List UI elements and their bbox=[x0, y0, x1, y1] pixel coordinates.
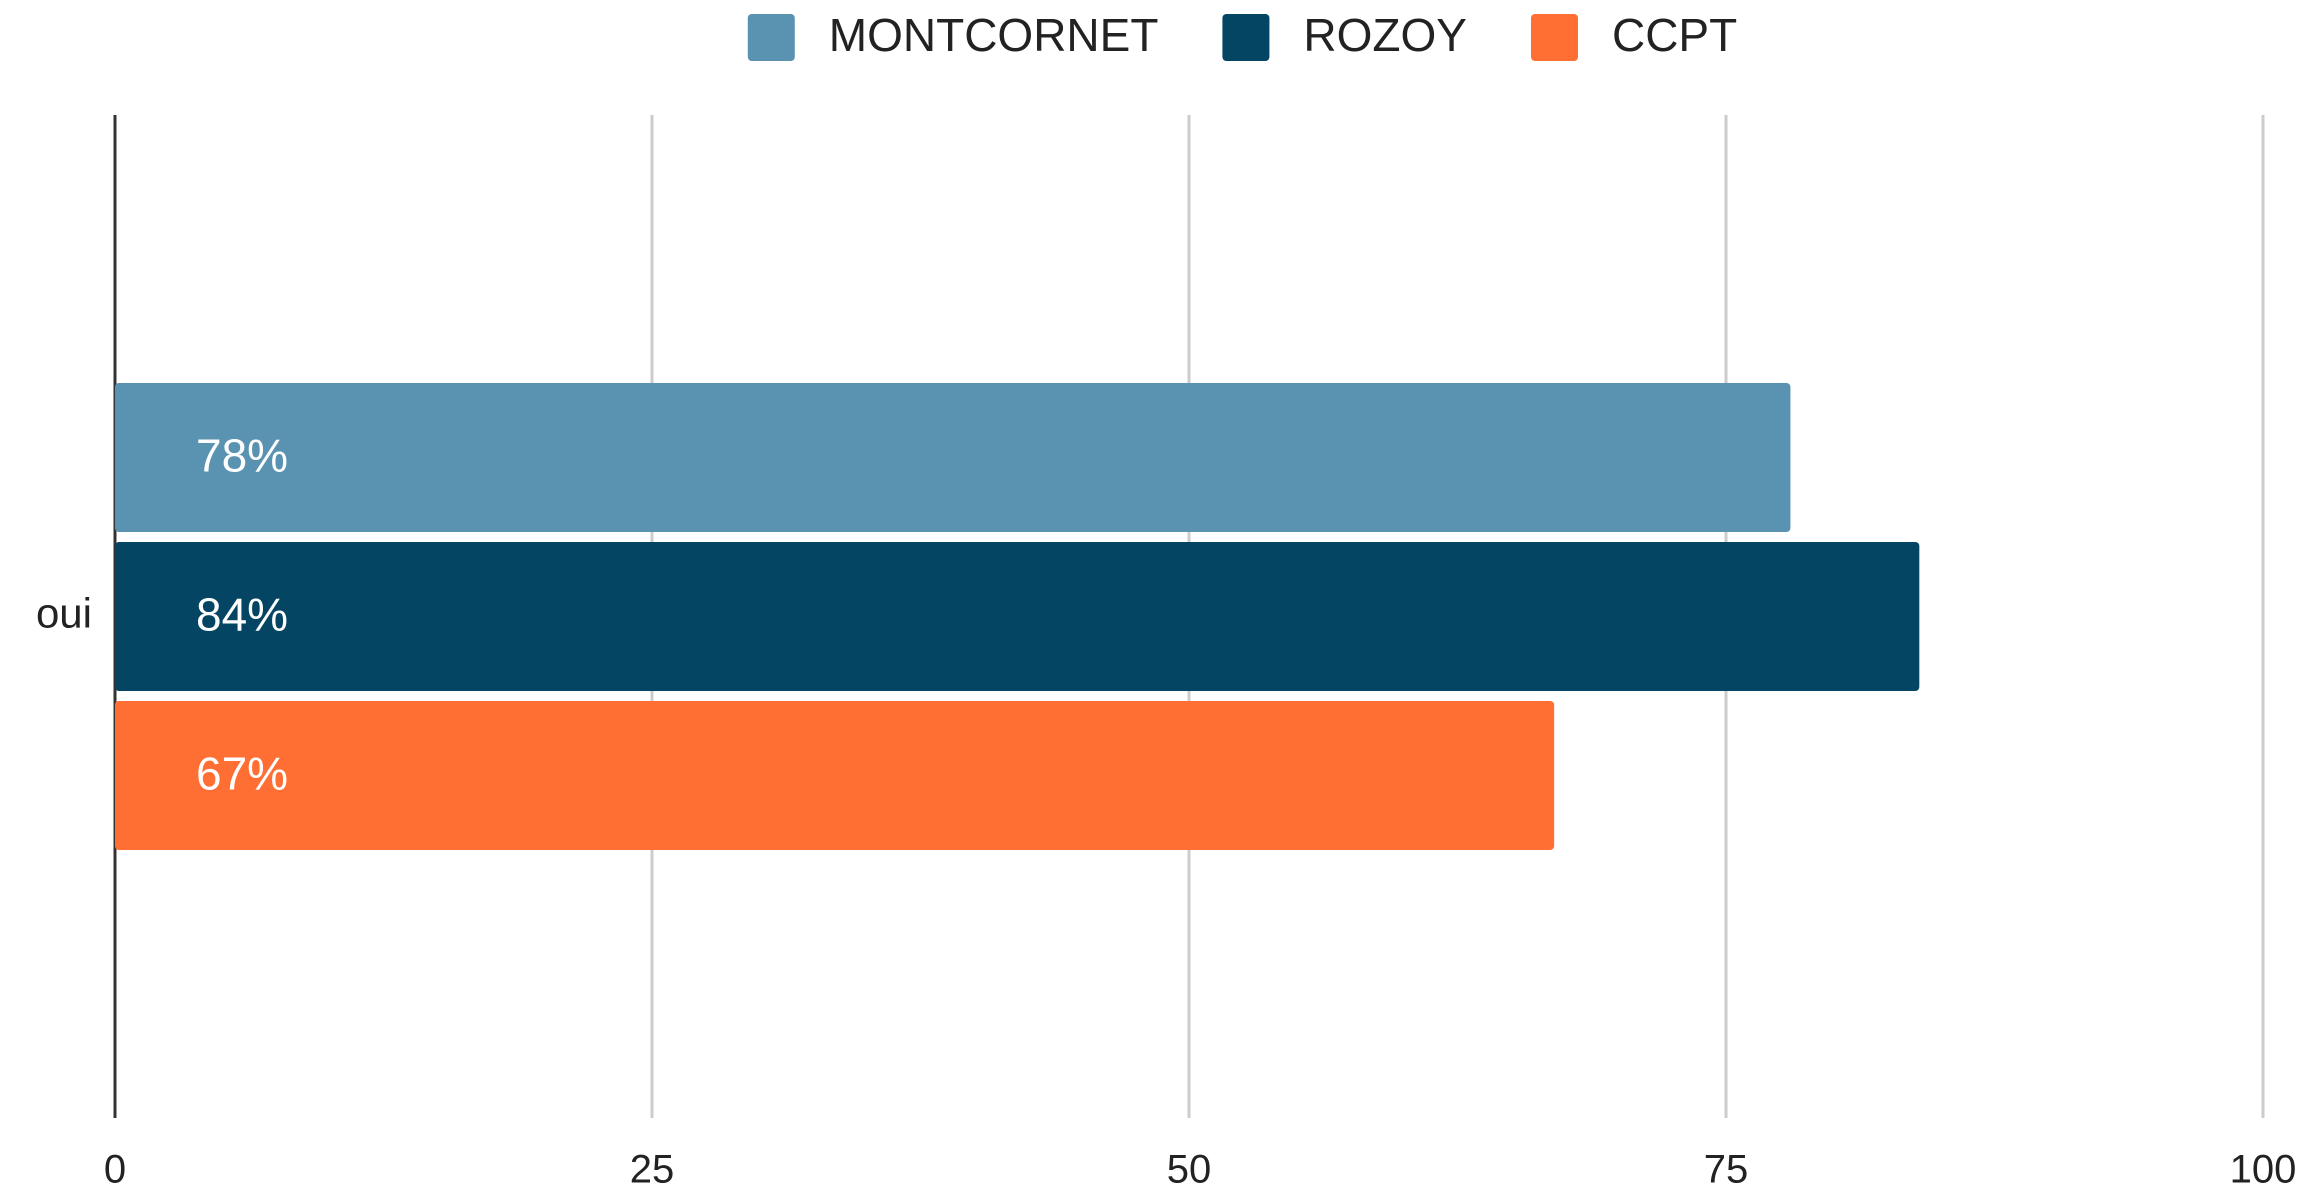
bar bbox=[115, 701, 1555, 850]
legend-label: CCPT bbox=[1612, 9, 1737, 61]
x-tick-label: 50 bbox=[1167, 1148, 1212, 1192]
x-tick-label: 100 bbox=[2230, 1148, 2297, 1192]
legend-label: MONTCORNET bbox=[829, 9, 1159, 61]
x-tick-label: 75 bbox=[1704, 1148, 1749, 1192]
legend-label: ROZOY bbox=[1303, 9, 1467, 61]
value-label: 78% bbox=[196, 430, 288, 482]
legend-swatch bbox=[747, 14, 795, 61]
bar bbox=[115, 542, 1920, 691]
value-label: 67% bbox=[196, 748, 288, 800]
y-tick-label: oui bbox=[36, 590, 92, 637]
legend-swatch bbox=[1222, 14, 1270, 61]
bar bbox=[115, 383, 1791, 532]
x-tick-label: 0 bbox=[104, 1148, 126, 1192]
x-tick-label: 25 bbox=[630, 1148, 675, 1192]
legend-swatch bbox=[1530, 14, 1578, 61]
value-label: 84% bbox=[196, 589, 288, 641]
